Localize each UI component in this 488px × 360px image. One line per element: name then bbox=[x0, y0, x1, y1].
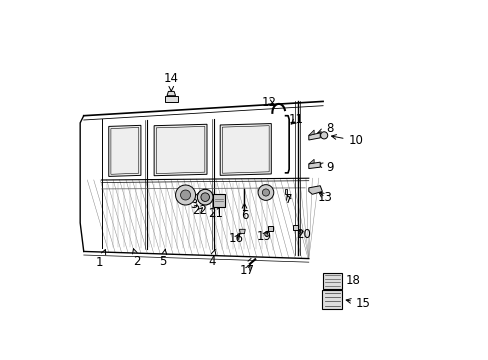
Circle shape bbox=[175, 185, 195, 205]
Text: 9: 9 bbox=[317, 161, 333, 174]
Text: 11: 11 bbox=[288, 113, 303, 126]
Text: 22: 22 bbox=[192, 204, 207, 217]
Text: 1: 1 bbox=[96, 249, 105, 269]
Text: 8: 8 bbox=[317, 122, 333, 135]
Circle shape bbox=[320, 132, 327, 139]
Text: 3: 3 bbox=[190, 192, 199, 211]
Polygon shape bbox=[213, 194, 224, 207]
Text: 10: 10 bbox=[331, 134, 363, 147]
Polygon shape bbox=[308, 133, 320, 140]
Text: 12: 12 bbox=[262, 96, 276, 109]
Circle shape bbox=[262, 189, 269, 196]
Polygon shape bbox=[308, 159, 313, 164]
Text: 16: 16 bbox=[228, 233, 243, 246]
Polygon shape bbox=[239, 229, 244, 234]
Text: 2: 2 bbox=[132, 249, 141, 268]
Text: 14: 14 bbox=[163, 72, 179, 91]
Text: 18: 18 bbox=[345, 274, 360, 287]
Text: 6: 6 bbox=[240, 203, 248, 222]
Text: 21: 21 bbox=[208, 201, 223, 220]
Text: 13: 13 bbox=[317, 191, 332, 204]
Polygon shape bbox=[166, 91, 175, 96]
Circle shape bbox=[201, 193, 209, 202]
Polygon shape bbox=[322, 290, 342, 309]
Polygon shape bbox=[308, 130, 313, 135]
Text: 17: 17 bbox=[239, 264, 254, 276]
Circle shape bbox=[180, 190, 190, 200]
Circle shape bbox=[258, 185, 273, 201]
Text: 4: 4 bbox=[207, 249, 215, 268]
Polygon shape bbox=[108, 125, 141, 176]
Polygon shape bbox=[267, 226, 272, 231]
Polygon shape bbox=[292, 225, 298, 230]
Polygon shape bbox=[154, 124, 206, 176]
Polygon shape bbox=[308, 162, 320, 168]
Circle shape bbox=[197, 189, 213, 205]
Polygon shape bbox=[323, 273, 341, 289]
Text: 5: 5 bbox=[159, 249, 166, 268]
Polygon shape bbox=[220, 123, 271, 175]
Text: 7: 7 bbox=[285, 193, 292, 206]
Polygon shape bbox=[164, 96, 177, 102]
Text: 19: 19 bbox=[256, 230, 271, 243]
Polygon shape bbox=[285, 189, 287, 194]
Text: 15: 15 bbox=[346, 297, 370, 310]
Text: 20: 20 bbox=[295, 228, 310, 241]
Polygon shape bbox=[308, 186, 322, 194]
